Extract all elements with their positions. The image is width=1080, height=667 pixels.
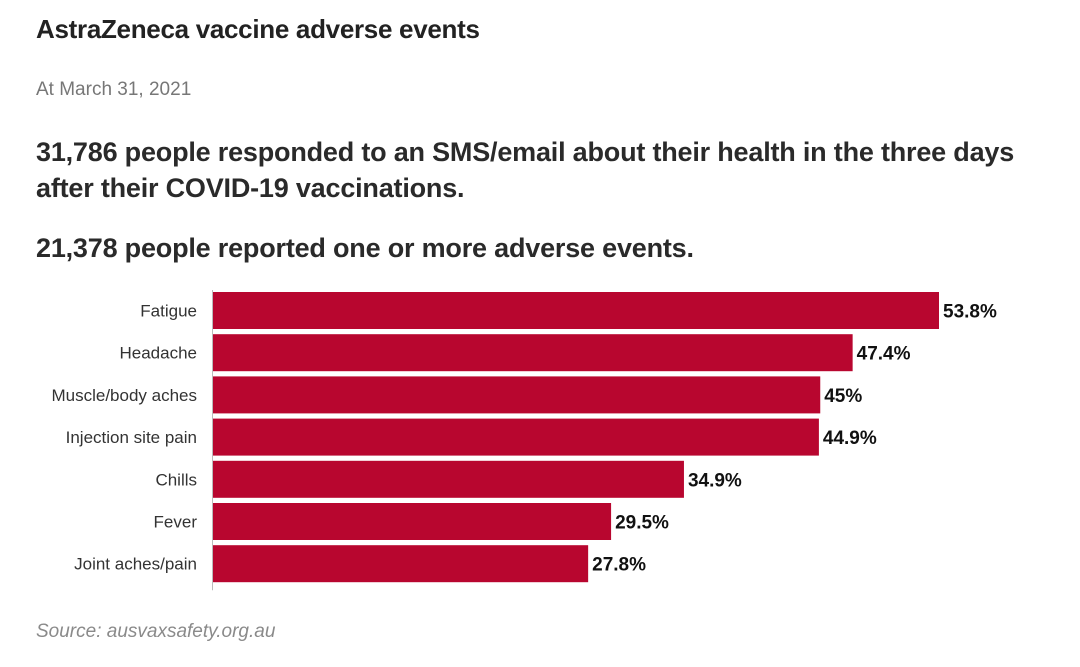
headline-adverse-events: 21,378 people reported one or more adver… [36, 233, 694, 263]
bar-chills [213, 460, 684, 498]
category-label: Muscle/body aches [51, 386, 197, 405]
value-label: 34.9% [688, 470, 742, 491]
value-label: 53.8% [943, 302, 997, 323]
value-label: 47.4% [857, 344, 911, 365]
bar-chart: Fatigue 53.8% Headache 47.4% Muscle/body ach… [51, 290, 997, 591]
value-label: 29.5% [615, 513, 669, 534]
chart-subtitle: At March 31, 2021 [36, 79, 192, 100]
bar-joint-aches-pain [213, 545, 589, 583]
bar-fever [213, 503, 612, 540]
bar-injection-site-pain [213, 418, 819, 456]
bar-fatigue [213, 292, 939, 329]
category-label: Fever [154, 513, 198, 532]
value-label: 27.8% [592, 555, 646, 576]
bar-headache [213, 334, 853, 372]
category-label: Joint aches/pain [74, 555, 197, 574]
category-label: Injection site pain [66, 428, 197, 447]
category-label: Headache [119, 344, 197, 363]
value-label: 45% [824, 386, 862, 407]
headline-respondents: 31,786 people responded to an SMS/email … [36, 137, 1015, 203]
value-label: 44.9% [823, 428, 877, 449]
source-note: Source: ausvaxsafety.org.au [36, 621, 276, 642]
category-label: Fatigue [140, 302, 197, 321]
chart-title: AstraZeneca vaccine adverse events [36, 14, 480, 44]
bar-muscle-body-aches [213, 376, 821, 414]
category-label: Chills [155, 470, 197, 489]
